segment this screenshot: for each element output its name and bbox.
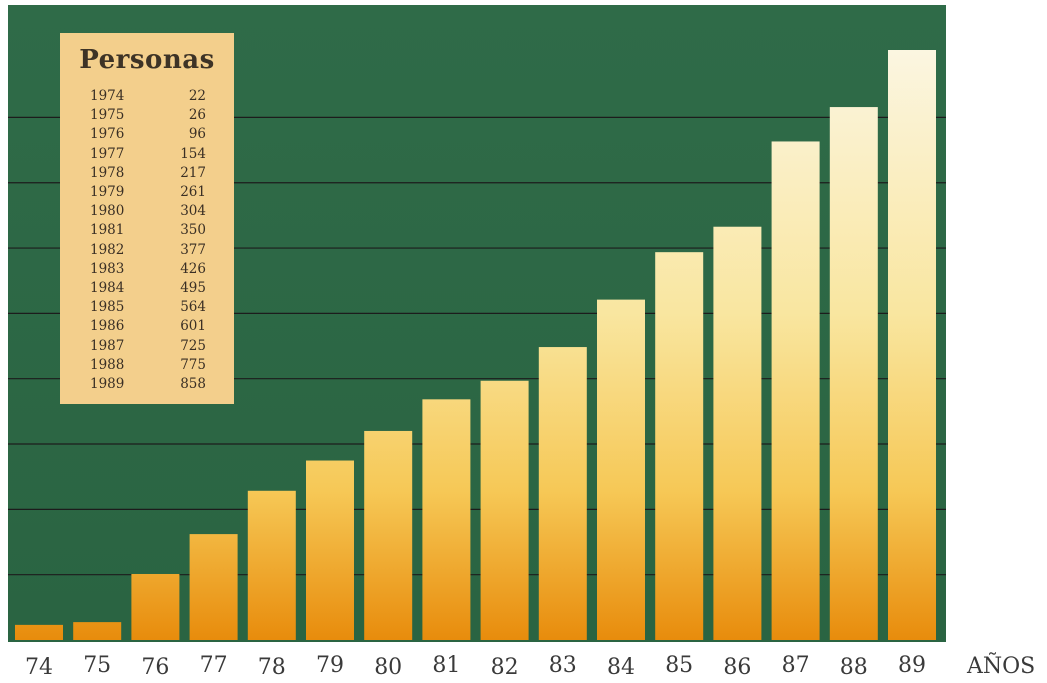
bar-87 (771, 141, 820, 640)
data-table-value: 725 (180, 337, 206, 354)
x-tick-label: 83 (549, 653, 577, 678)
data-table-value: 261 (180, 184, 206, 201)
x-tick-label: 88 (840, 655, 868, 680)
x-tick-label: 75 (83, 653, 111, 678)
x-tick-label: 85 (665, 653, 693, 678)
x-tick-label: 76 (141, 655, 169, 680)
data-table-value: 564 (180, 299, 206, 316)
data-table-year: 1984 (90, 280, 125, 297)
data-table-year: 1980 (90, 203, 125, 220)
bar-77 (189, 534, 238, 640)
x-tick-label: 80 (374, 655, 402, 680)
data-table-row: 1988 775 (60, 356, 234, 375)
bar-75 (73, 622, 122, 640)
data-table-value: 217 (180, 164, 206, 181)
data-table-value: 377 (180, 241, 206, 258)
bar-86 (713, 226, 762, 640)
bar-79 (306, 460, 354, 640)
data-table-value: 426 (180, 260, 206, 277)
data-table-row: 1987 725 (60, 337, 234, 356)
x-axis-tick-labels: 74 75 76 77 78 79 80 81 82 83 84 85 86 87 88 89 (25, 653, 926, 680)
data-table-value: 350 (180, 222, 206, 239)
data-table-row: 1976 96 (60, 125, 234, 144)
data-table-row: 1983 426 (60, 260, 234, 279)
data-table-year: 1978 (90, 164, 125, 181)
bar-84 (597, 299, 645, 640)
data-table-year: 1974 (90, 88, 125, 104)
bar-78 (247, 490, 296, 640)
data-table-value: 22 (188, 88, 206, 104)
x-tick-label: 79 (316, 653, 344, 678)
data-table-year: 1979 (90, 184, 125, 201)
data-table-value: 26 (188, 107, 206, 124)
data-table-year: 1981 (90, 222, 125, 239)
bar-88 (829, 107, 878, 641)
data-table-row: 1982 377 (60, 241, 234, 260)
data-table-value: 304 (180, 203, 206, 220)
data-table-year: 1975 (90, 107, 125, 124)
bar-83 (538, 347, 587, 640)
data-table-year: 1987 (90, 337, 125, 354)
data-table-year: 1989 (90, 376, 125, 393)
bar-76 (131, 573, 180, 640)
bar-89 (888, 50, 936, 640)
bar-82 (480, 380, 529, 640)
data-table-year: 1982 (90, 241, 125, 258)
data-table-rows: 1974 22 1975 26 1976 96 1977 154 1978 217 1979 261 1… (60, 87, 234, 394)
bar-85 (655, 252, 704, 640)
data-table-row: 1985 564 (60, 298, 234, 317)
data-table-row: 1979 261 (60, 183, 234, 202)
x-axis-title: AÑOS (966, 651, 1035, 679)
x-tick-label: 84 (607, 655, 635, 680)
bar-74 (15, 624, 63, 640)
data-table-year: 1977 (90, 145, 125, 162)
x-tick-label: 81 (432, 653, 460, 678)
data-table-value: 858 (180, 376, 206, 393)
data-table-title: Personas (79, 45, 215, 75)
x-tick-label: 87 (782, 653, 810, 678)
data-table-row: 1984 495 (60, 279, 234, 298)
data-table-value: 495 (180, 280, 206, 297)
data-table-year: 1976 (90, 126, 125, 143)
data-table-value: 154 (180, 145, 206, 162)
bar-81 (422, 399, 471, 640)
x-tick-label: 74 (25, 655, 53, 680)
data-table-box: Personas 1974 22 1975 26 1976 96 1977 154 1978 21… (60, 33, 234, 404)
data-table-year: 1986 (90, 318, 125, 335)
data-table-row: 1974 22 (60, 87, 234, 106)
bar-80 (364, 430, 413, 640)
data-table-row: 1989 858 (60, 375, 234, 394)
data-table-row: 1977 154 (60, 145, 234, 164)
data-table-value: 775 (180, 356, 206, 373)
data-table-value: 601 (180, 318, 206, 335)
data-table-row: 1981 350 (60, 221, 234, 240)
data-table-row: 1980 304 (60, 202, 234, 221)
x-tick-label: 82 (491, 655, 519, 680)
data-table-row: 1975 26 (60, 106, 234, 125)
data-table-year: 1988 (90, 356, 125, 373)
data-table-year: 1985 (90, 299, 125, 316)
data-table-row: 1978 217 (60, 164, 234, 183)
bars (15, 50, 936, 641)
data-table-row: 1986 601 (60, 317, 234, 336)
x-tick-label: 78 (258, 655, 286, 680)
data-table-year: 1983 (90, 260, 125, 277)
x-tick-label: 89 (898, 653, 926, 678)
x-tick-label: 77 (200, 653, 228, 678)
x-tick-label: 86 (723, 655, 751, 680)
data-table-value: 96 (188, 126, 206, 143)
